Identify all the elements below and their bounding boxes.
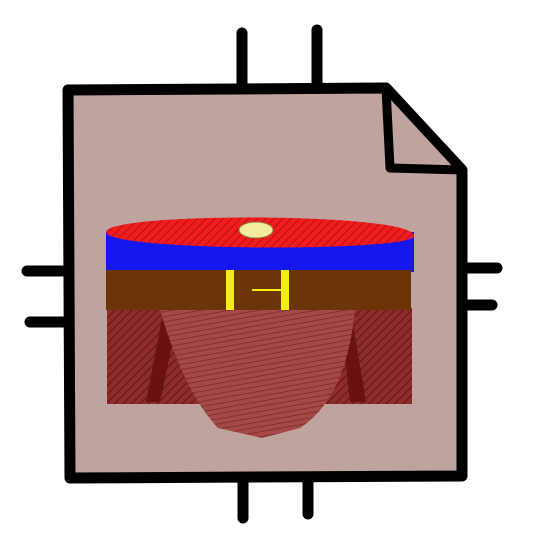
cushion-knob bbox=[238, 221, 274, 239]
cushion-bulge bbox=[160, 310, 355, 438]
buckle-left-bar bbox=[226, 270, 234, 310]
cushion-illustration bbox=[106, 217, 414, 438]
file-fold-corner bbox=[381, 83, 467, 175]
skirt-fold-left bbox=[146, 318, 175, 402]
belt-buckle bbox=[226, 270, 289, 310]
